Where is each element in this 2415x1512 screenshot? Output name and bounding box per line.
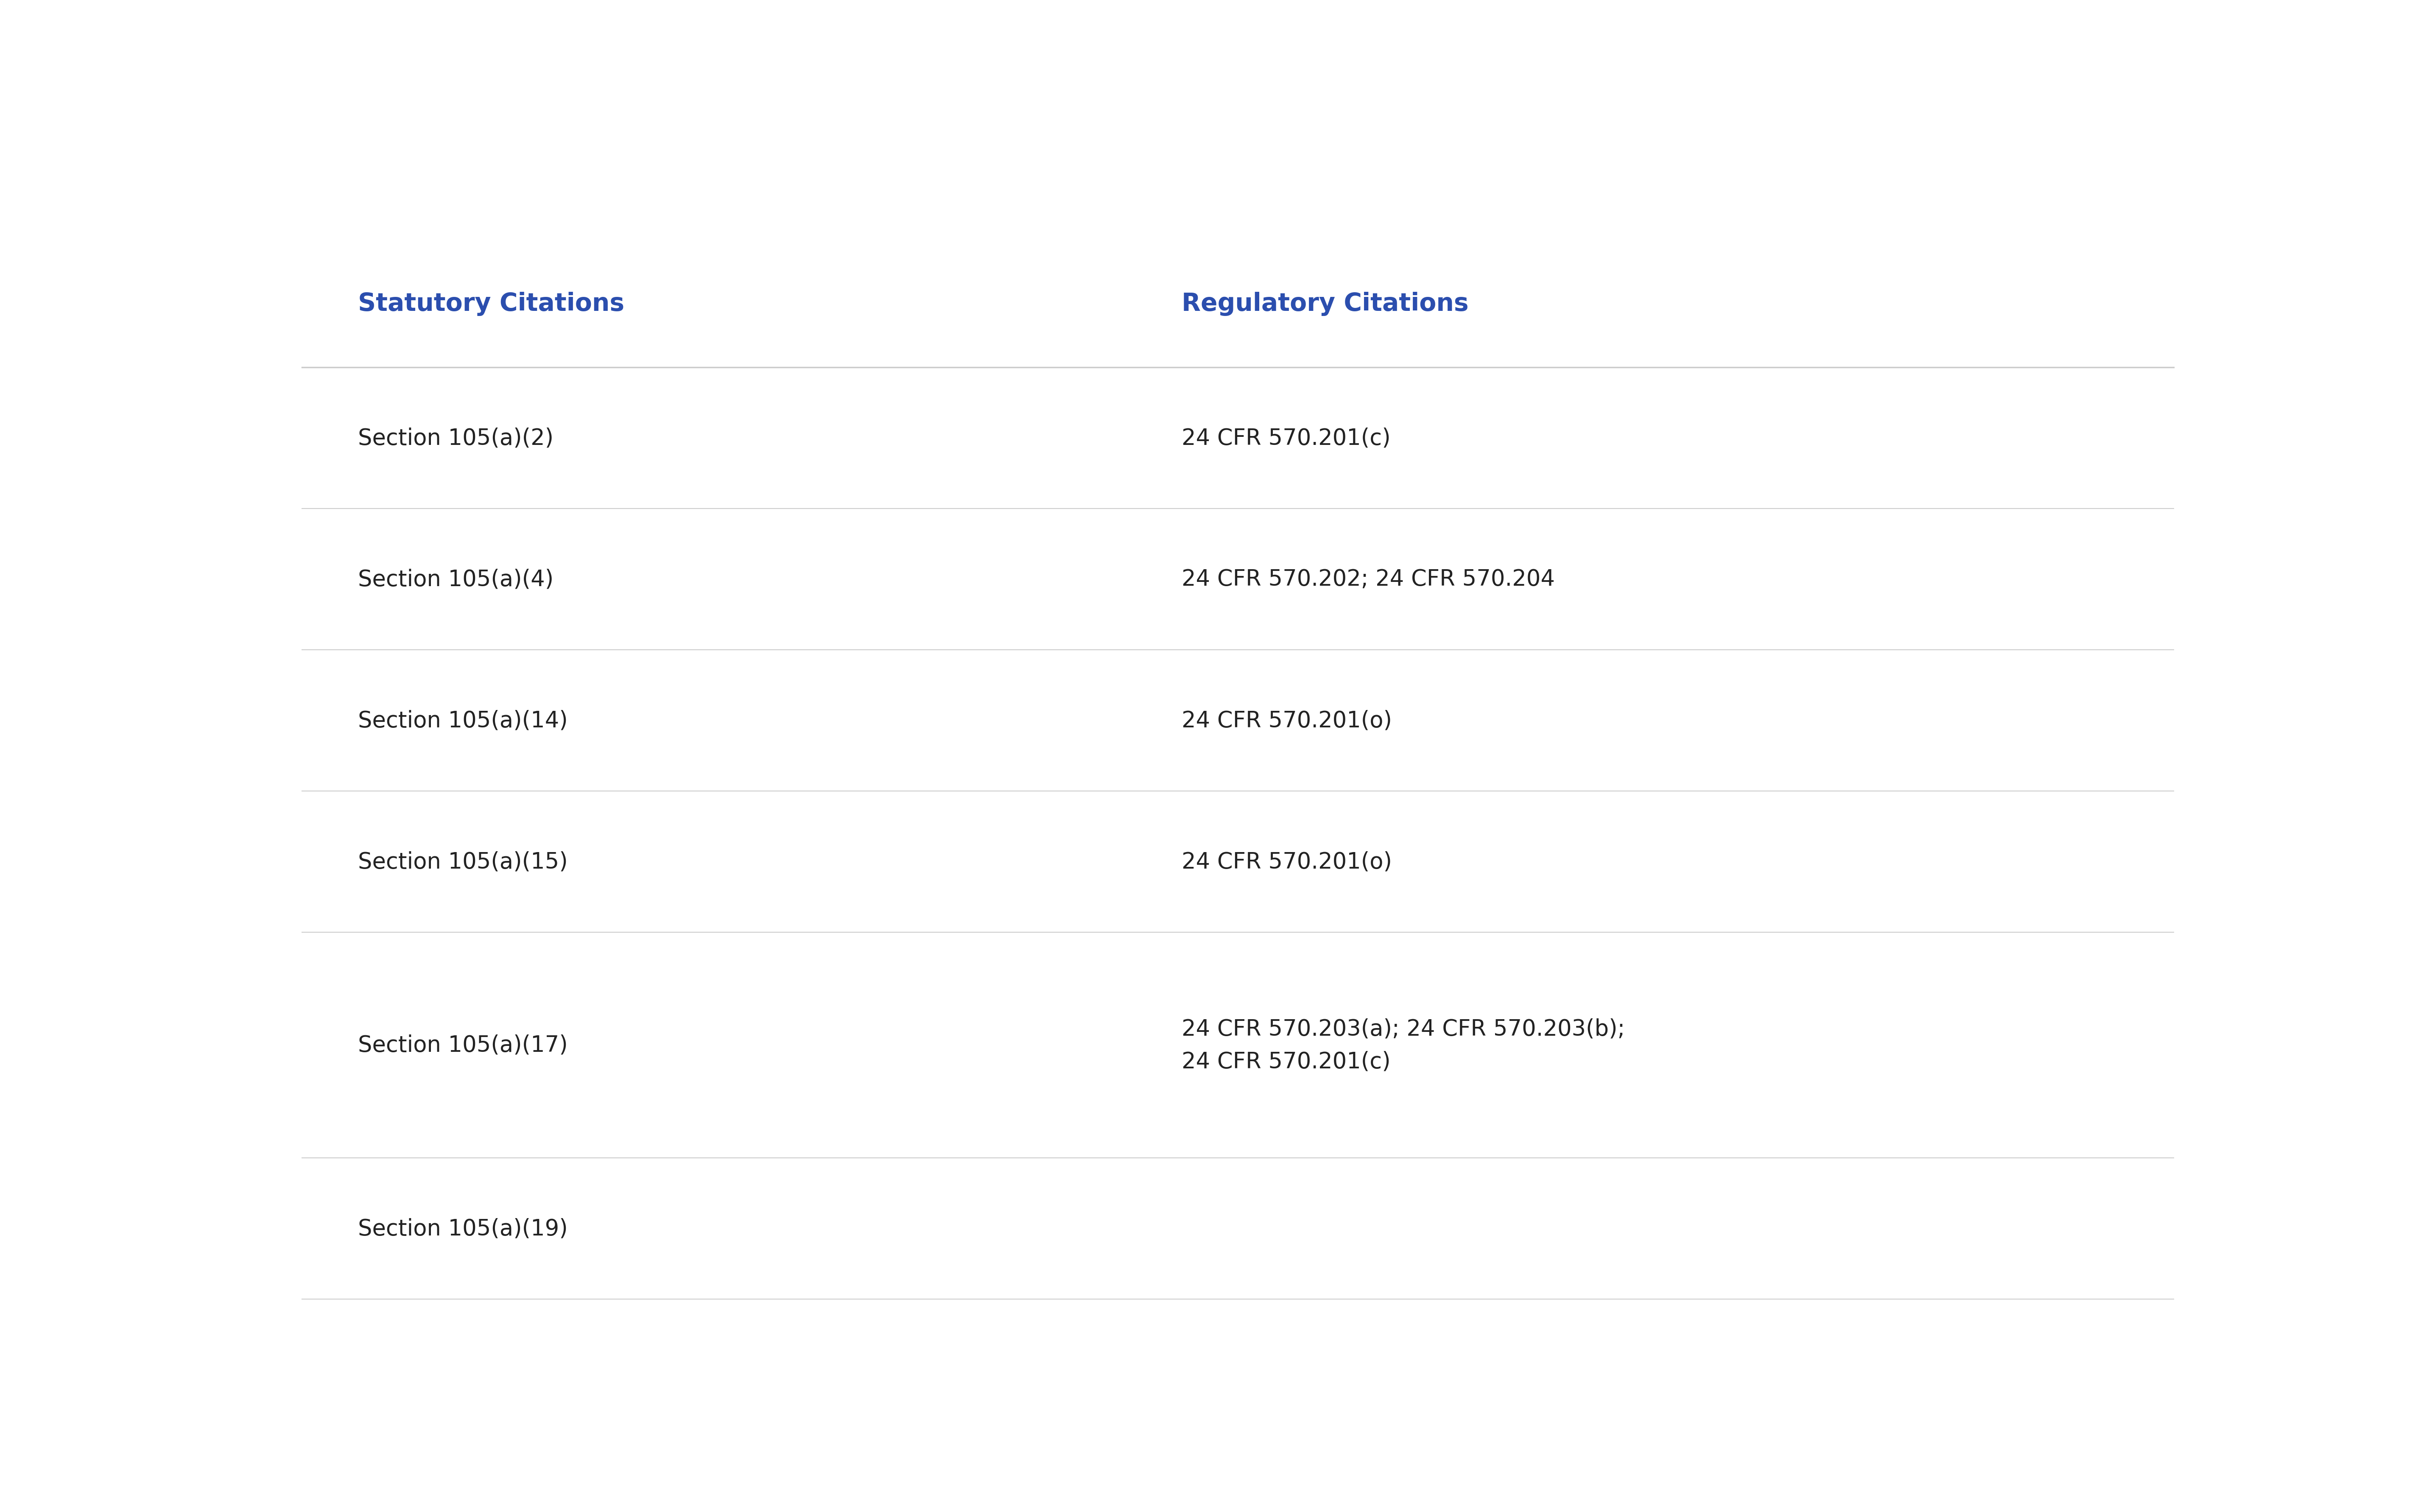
Text: Section 105(a)(14): Section 105(a)(14) bbox=[357, 709, 568, 732]
Text: 24 CFR 570.201(o): 24 CFR 570.201(o) bbox=[1181, 851, 1391, 872]
Text: Statutory Citations: Statutory Citations bbox=[357, 292, 625, 316]
Text: 24 CFR 570.201(o): 24 CFR 570.201(o) bbox=[1181, 709, 1391, 732]
Text: Section 105(a)(19): Section 105(a)(19) bbox=[357, 1217, 568, 1240]
Text: 24 CFR 570.203(a); 24 CFR 570.203(b);
24 CFR 570.201(c): 24 CFR 570.203(a); 24 CFR 570.203(b); 24… bbox=[1181, 1018, 1625, 1072]
Text: 24 CFR 570.201(c): 24 CFR 570.201(c) bbox=[1181, 428, 1391, 449]
Text: 24 CFR 570.202; 24 CFR 570.204: 24 CFR 570.202; 24 CFR 570.204 bbox=[1181, 569, 1555, 590]
Text: Section 105(a)(17): Section 105(a)(17) bbox=[357, 1034, 568, 1055]
Text: Section 105(a)(4): Section 105(a)(4) bbox=[357, 569, 553, 590]
Text: Regulatory Citations: Regulatory Citations bbox=[1181, 292, 1468, 316]
Text: Section 105(a)(15): Section 105(a)(15) bbox=[357, 851, 568, 872]
Text: Section 105(a)(2): Section 105(a)(2) bbox=[357, 428, 553, 449]
